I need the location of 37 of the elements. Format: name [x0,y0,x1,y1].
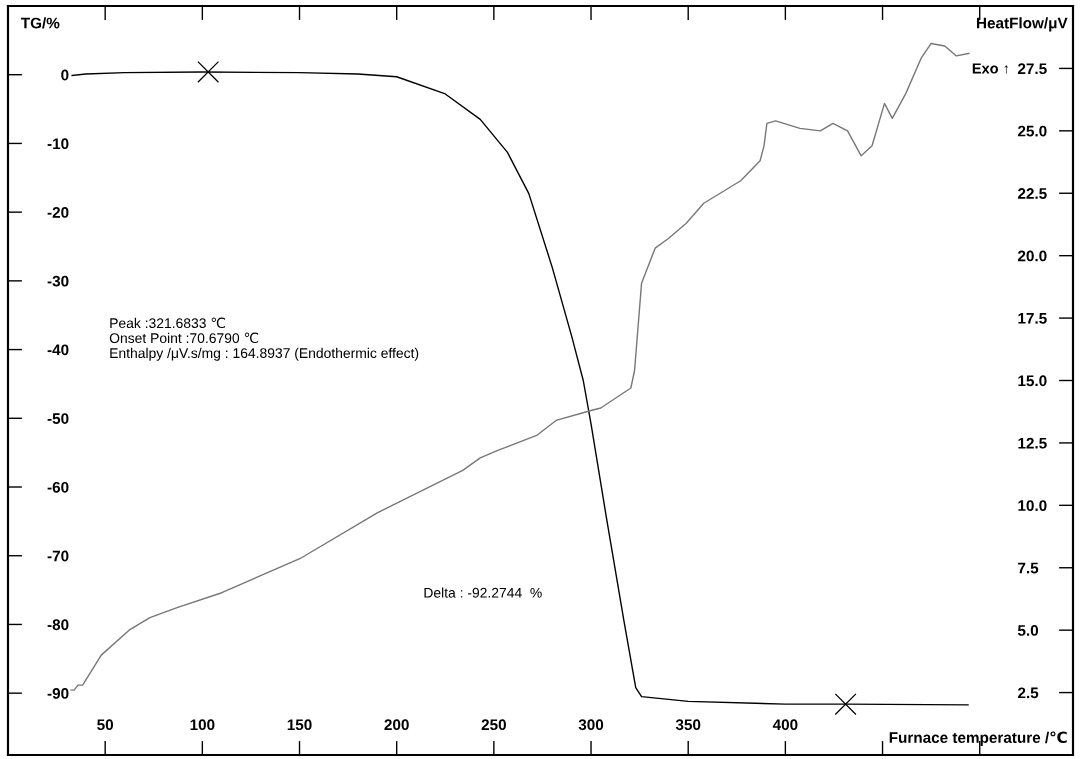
y-tick-label: -90 [47,688,69,699]
y-tick-label: -10 [47,138,69,150]
x-tick-label: 50 [97,719,114,731]
x-tick-label: 350 [675,719,701,731]
y2-tick-label: 27.5 [1017,63,1047,75]
y2-tick-label: 20.0 [1017,250,1047,262]
x-tick-label: 200 [384,719,409,731]
y-tick-label: -20 [47,207,69,218]
x-tick-label: 250 [481,719,506,731]
y2-tick-label: 5.0 [1017,625,1039,636]
y2-tick-label: 10.0 [1018,500,1047,512]
y2-axis-title: HeatFlow/μV [977,17,1068,32]
x-tick-label: 300 [578,719,604,731]
y2-tick-label: 12.5 [1018,437,1047,449]
y-tick-label: -40 [47,344,69,356]
annotation: Peak :321.6833 ℃ [110,317,225,329]
y-axis-title: TG/% [20,17,60,29]
y2-tick-label: 15.0 [1018,375,1047,387]
annotation: Onset Point :70.6790 ℃ [109,332,259,344]
x-axis-title: Furnace temperature /℃ [889,731,1067,747]
y-tick-label: -70 [47,550,69,562]
y-tick-label: -30 [47,275,69,287]
y2-tick-label: 7.5 [1018,562,1039,574]
annotation: Exo ↑ [972,63,1008,74]
y2-tick-label: 25.0 [1017,125,1047,137]
y2-tick-label: 22.5 [1017,188,1047,199]
y-tick-label: -50 [47,413,69,424]
x-tick-label: 400 [772,719,798,731]
y2-tick-label: 17.5 [1018,313,1047,324]
annotation: Delta : -92.2744 % [424,587,542,598]
y2-tick-label: 2.5 [1017,687,1039,699]
y-tick-label: -80 [47,619,69,631]
y-tick-label: -60 [47,481,69,493]
x-tick-label: 100 [190,719,215,731]
y-tick-label: 0 [61,69,69,81]
x-tick-label: 150 [287,719,312,731]
annotation: Enthalpy /μV.s/mg : 164.8937 (Endothermic effect) [110,347,419,361]
